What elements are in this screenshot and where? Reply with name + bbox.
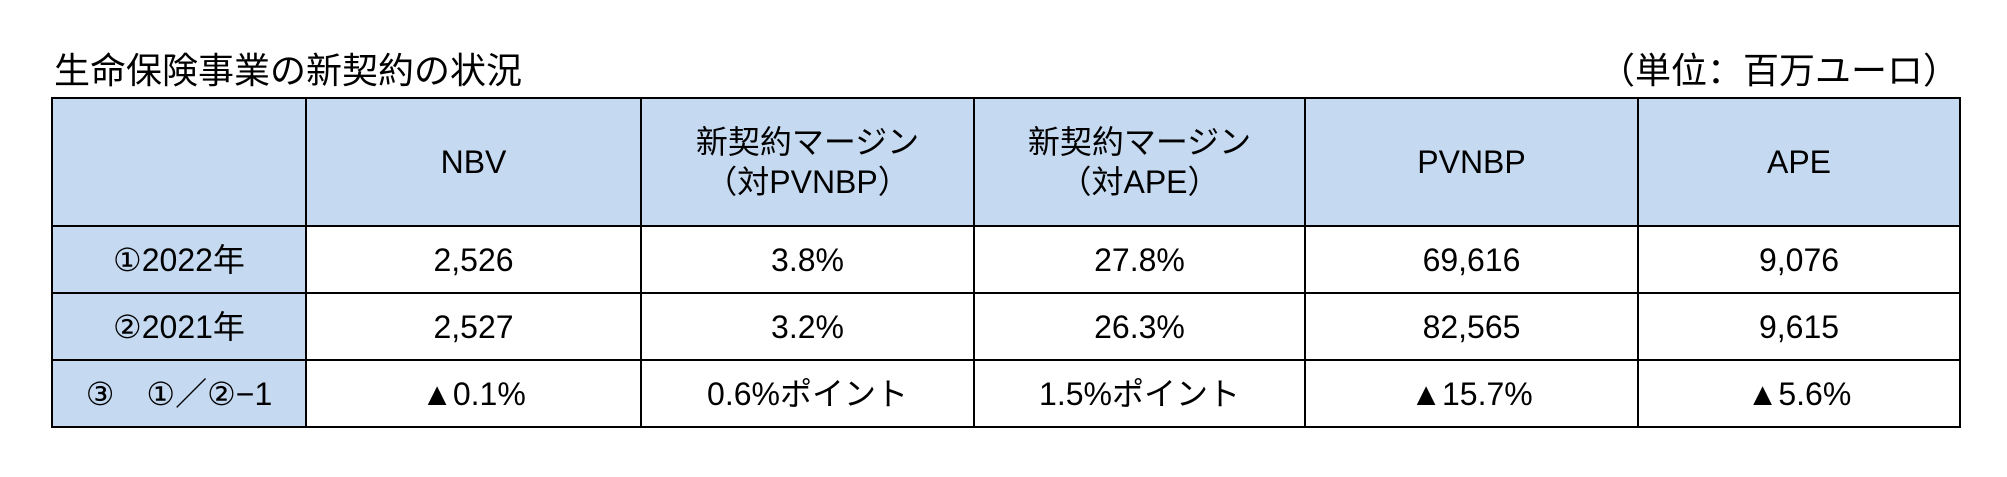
cell: 9,615 — [1637, 292, 1961, 361]
header-line: NBV — [440, 144, 507, 180]
title: 生命保険事業の新契約の状況 — [54, 50, 523, 91]
header-line: （対APE） — [1059, 164, 1220, 200]
header-line: 新契約マージン — [1027, 124, 1252, 160]
cell: 3.2% — [640, 292, 975, 361]
header-line: 新契約マージン — [695, 124, 920, 160]
header-line: （対PVNBP） — [705, 164, 910, 200]
header-line: PVNBP — [1417, 144, 1526, 180]
cell: 0.6%ポイント — [640, 359, 975, 428]
row-label: ①2022年 — [51, 225, 307, 294]
row-label: ③ ①／②−1 — [51, 359, 307, 428]
cell: 3.8% — [640, 225, 975, 294]
cell: 69,616 — [1304, 225, 1639, 294]
row-label: ②2021年 — [51, 292, 307, 361]
cell: ▲5.6% — [1637, 359, 1961, 428]
header-row: NBV 新契約マージン （対PVNBP） 新契約マージン （対APE） PVNBP APE — [51, 97, 1961, 227]
column-header: PVNBP — [1304, 97, 1639, 227]
cell: 82,565 — [1304, 292, 1639, 361]
cell: 9,076 — [1637, 225, 1961, 294]
cell: 26.3% — [973, 292, 1306, 361]
header-line: APE — [1766, 144, 1832, 180]
data-row: ③ ①／②−1 ▲0.1% 0.6%ポイント 1.5%ポイント ▲15.7% ▲5.6% — [51, 359, 1961, 428]
column-header: NBV — [305, 97, 642, 227]
corner-cell — [51, 97, 307, 227]
cell: 2,526 — [305, 225, 642, 294]
table: NBV 新契約マージン （対PVNBP） 新契約マージン （対APE） PVNBP APE ①… — [51, 97, 1961, 428]
cell: 2,527 — [305, 292, 642, 361]
cell: ▲15.7% — [1304, 359, 1639, 428]
unit-note: （単位：百万ユーロ） — [1598, 50, 1959, 91]
data-row: ①2022年 2,526 3.8% 27.8% 69,616 9,076 — [51, 225, 1961, 294]
column-header: APE — [1637, 97, 1961, 227]
column-header: 新契約マージン （対APE） — [973, 97, 1306, 227]
cell: 27.8% — [973, 225, 1306, 294]
data-row: ②2021年 2,527 3.2% 26.3% 82,565 9,615 — [51, 292, 1961, 361]
cell: ▲0.1% — [305, 359, 642, 428]
column-header: 新契約マージン （対PVNBP） — [640, 97, 975, 227]
cell: 1.5%ポイント — [973, 359, 1306, 428]
